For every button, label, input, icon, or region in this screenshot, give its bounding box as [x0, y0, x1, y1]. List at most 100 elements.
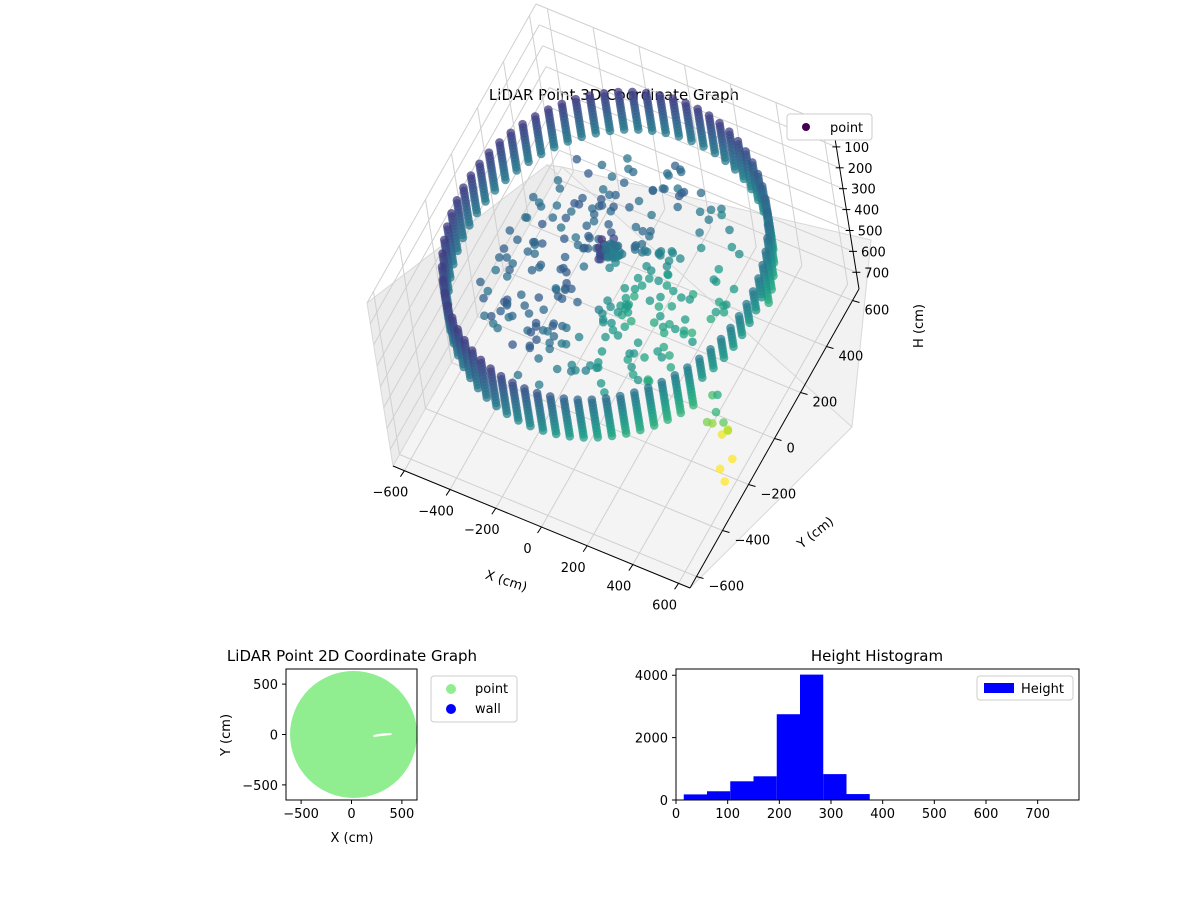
point-3d [505, 265, 514, 275]
point-3d [589, 216, 599, 226]
point-3d [589, 209, 599, 219]
point-3d [704, 215, 714, 224]
point-3d [472, 208, 482, 218]
point-3d [674, 132, 684, 141]
point-3d [579, 262, 589, 271]
point-3d [458, 233, 468, 243]
point-3d [675, 165, 685, 174]
grid-left-z [366, 3, 537, 304]
point-3d [745, 318, 754, 328]
point-3d [473, 383, 483, 393]
point-3d [524, 309, 534, 318]
point-3d [666, 363, 676, 372]
point-3d [520, 301, 529, 310]
point-3d [565, 432, 575, 441]
histogram-bar [683, 794, 707, 800]
x-tick [674, 583, 679, 590]
chart-2d-title: LiDAR Point 2D Coordinate Graph [227, 647, 477, 665]
point-3d [527, 265, 537, 275]
point-3d [719, 308, 729, 317]
x-tick [400, 470, 405, 477]
point-3d [530, 249, 539, 258]
point-3d [561, 339, 571, 349]
point-3d [605, 190, 614, 200]
point-3d [480, 311, 489, 321]
chart-3d-zlabel: H (cm) [912, 304, 927, 348]
point-3d [605, 126, 615, 136]
point-3d [642, 247, 652, 257]
chart-2d-ticks: −500 0 500 −500 0 500 [242, 678, 414, 822]
point-3d [555, 184, 565, 193]
point-3d [500, 297, 509, 307]
y-tick [800, 392, 808, 395]
chart-3d-ylabel: Y (cm) [794, 514, 837, 552]
x-tick-label: 600 [974, 807, 999, 822]
point-3d [465, 221, 474, 230]
point-3d [495, 253, 504, 262]
point-3d [526, 327, 536, 337]
point-3d [729, 284, 739, 294]
point-3d [687, 328, 697, 338]
x-tick-label: 200 [561, 561, 586, 576]
point-3d [607, 431, 617, 441]
point-3d [491, 265, 501, 275]
point-3d [594, 305, 604, 315]
x-tick-label: 400 [870, 807, 895, 822]
point-3d [562, 278, 571, 288]
y-tick-label: 400 [839, 350, 864, 365]
y-tick [748, 484, 756, 487]
point-3d [610, 241, 620, 250]
y-tick-label: 0 [270, 729, 278, 744]
x-tick-label: 200 [767, 807, 792, 822]
point-3d [529, 192, 538, 202]
z-tick-label: 700 [864, 266, 889, 281]
point-3d [619, 125, 629, 134]
grid-left-y [399, 245, 426, 409]
point-3d [696, 243, 706, 253]
point-3d [764, 298, 773, 308]
point-3d [607, 318, 616, 328]
point-3d [553, 176, 563, 185]
grid-left-z [369, 24, 540, 325]
grid-left-y [477, 107, 504, 271]
point-3d [531, 322, 541, 331]
point-3d [502, 272, 512, 281]
point-3d [552, 285, 561, 295]
point-3d [633, 338, 643, 348]
point-3d [545, 344, 554, 354]
point-3d [676, 408, 686, 418]
point-3d [695, 228, 704, 237]
chart-2d-xlabel: X (cm) [331, 831, 374, 846]
point-3d [523, 247, 533, 256]
point-3d [508, 311, 517, 321]
shadow-gap [373, 733, 392, 737]
x-tick [445, 489, 451, 496]
point-3d [698, 373, 707, 383]
point-3d [714, 264, 724, 274]
point-3d [538, 219, 547, 229]
point-3d [567, 284, 576, 294]
grid-left-y [425, 199, 452, 363]
point-3d [720, 477, 730, 486]
point-3d [671, 324, 680, 334]
x-tick-label: −200 [464, 523, 500, 538]
histogram-bar [707, 791, 731, 800]
point-3d [487, 311, 496, 321]
point-3d [647, 210, 656, 220]
point-3d [664, 171, 673, 180]
point-3d [556, 223, 566, 232]
z-tick-label: 300 [851, 183, 876, 198]
chart-2d-legend-marker-point [446, 684, 456, 694]
point-3d [713, 390, 722, 400]
point-3d [730, 165, 740, 174]
chart-3d-axes: −600 −400 −200 0 200 400 600 −600 −400 −200 0 200 40… [373, 120, 890, 613]
point-3d [722, 300, 731, 310]
point-3d [597, 194, 606, 204]
point-3d [526, 421, 535, 431]
point-3d [562, 267, 571, 277]
point-3d [711, 407, 721, 417]
grid-back-x [821, 121, 849, 285]
point-3d [631, 222, 641, 232]
point-3d [585, 233, 594, 243]
x-tick-label: 700 [1025, 807, 1050, 822]
